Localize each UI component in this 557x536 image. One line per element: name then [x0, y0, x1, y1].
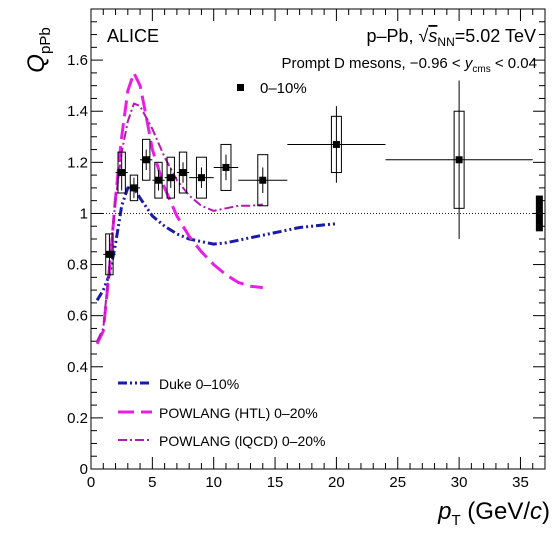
data-marker [179, 169, 187, 177]
model-curves [95, 71, 337, 345]
data-marker [222, 163, 230, 171]
selection-label-pre: Prompt D mesons, −0.96 < [281, 55, 464, 72]
sqrt-s-label: s [428, 26, 437, 46]
data-points [103, 80, 543, 276]
x-axis-label-unit-var: c [530, 498, 542, 525]
data-marker [118, 169, 126, 177]
data-point [287, 106, 386, 183]
plot-frame [90, 8, 546, 470]
x-axis-label-main: p [437, 498, 451, 525]
axes [90, 8, 546, 470]
data-point [164, 156, 177, 199]
data-marker [332, 140, 340, 148]
y-tick-label: 1.2 [67, 154, 88, 171]
legend-powlang-htl-label: POWLANG (HTL) 0–20% [159, 405, 318, 421]
legend-top-marker [237, 84, 244, 91]
y-tick-label: 1 [80, 205, 88, 222]
model-curve-0 [95, 186, 337, 302]
x-axis-label-sub: T [451, 512, 460, 529]
y-axis-label-main: Q [23, 54, 50, 73]
data-point [103, 233, 116, 276]
y-tick-label: 0.4 [67, 359, 88, 376]
legend [118, 381, 152, 441]
data-point [115, 151, 128, 194]
y-tick-label: 0.2 [67, 410, 88, 427]
sqrt-s-sub: NN [437, 35, 454, 49]
x-tick-label: 30 [451, 474, 468, 491]
selection-label-var: y [464, 55, 474, 72]
y-tick-label: 1.4 [67, 103, 88, 120]
y-tick-label: 0.8 [67, 257, 88, 274]
legend-duke-label: Duke 0–10% [159, 376, 239, 392]
system-label-post: =5.02 TeV [455, 26, 536, 46]
y-axis-label-sub: pPb [37, 27, 54, 54]
x-tick-label: 10 [205, 474, 222, 491]
x-tick-label: 5 [148, 474, 156, 491]
selection-label-sub: cms [472, 64, 490, 75]
tick-labels: 0 5 10 15 20 25 30 35 0 0.2 0.4 0.6 0.8 1 1.2 1.4 1.6 [67, 52, 529, 491]
x-tick-label: 20 [328, 474, 345, 491]
model-curve-2 [96, 102, 263, 342]
x-tick-label: 15 [267, 474, 284, 491]
data-marker [197, 174, 205, 182]
system-label: p–Pb, √sNN=5.02 TeV [366, 26, 536, 49]
data-point [213, 143, 239, 191]
x-axis-label-unit-close: ) [542, 498, 550, 525]
data-marker [105, 250, 113, 258]
selection-label-post: < 0.04 [491, 55, 537, 72]
x-tick-label: 0 [87, 474, 95, 491]
y-tick-label: 0.6 [67, 308, 88, 325]
data-point [385, 80, 533, 239]
y-tick-label: 0 [80, 461, 88, 478]
x-axis-label-unit-open: (GeV/ [461, 498, 531, 525]
experiment-label: ALICE [107, 26, 159, 46]
data-point [127, 174, 141, 202]
data-point [152, 161, 165, 199]
sqrt-symbol: √ [419, 26, 429, 46]
data-marker [130, 184, 138, 192]
data-point [189, 156, 214, 199]
x-axis-label: pT (GeV/c) [437, 498, 550, 529]
global-uncertainty-box [535, 195, 543, 232]
data-point [176, 151, 190, 194]
legend-powlang-lqcd-label: POWLANG (lQCD) 0–20% [159, 433, 325, 449]
legend-top-label: 0–10% [260, 80, 307, 97]
y-axis-label: QpPb [23, 27, 54, 72]
x-tick-label: 25 [389, 474, 406, 491]
data-marker [167, 174, 175, 182]
data-marker [259, 176, 267, 184]
system-label-pre: p–Pb, [366, 26, 418, 46]
selection-label: Prompt D mesons, −0.96 < ycms < 0.04 [281, 55, 537, 75]
data-point [238, 154, 288, 207]
ticks [90, 8, 546, 470]
data-marker [154, 176, 162, 184]
data-marker [455, 156, 463, 164]
model-curve-1 [95, 71, 263, 345]
data-marker [142, 156, 150, 164]
y-tick-label: 1.6 [67, 52, 88, 69]
data-point [140, 138, 153, 181]
x-tick-label: 35 [512, 474, 529, 491]
